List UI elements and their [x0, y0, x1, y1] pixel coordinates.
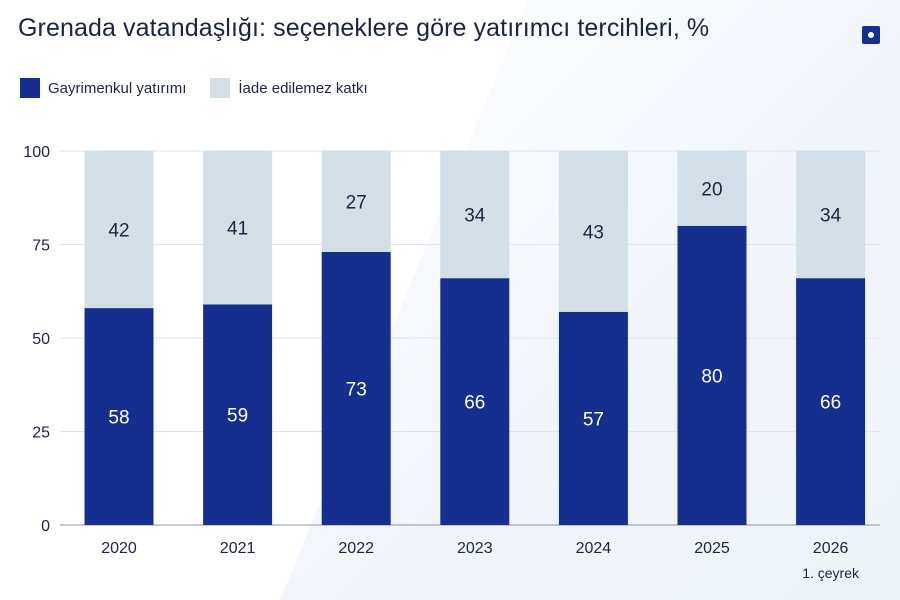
- legend: Gayrimenkul yatırımı İade edilemez katkı: [20, 78, 392, 98]
- data-label: 66: [464, 393, 485, 414]
- data-label: 20: [701, 179, 722, 200]
- data-label: 41: [227, 219, 248, 240]
- y-tick-label: 25: [32, 425, 50, 442]
- data-label: 43: [583, 222, 604, 243]
- data-label: 73: [346, 379, 367, 400]
- bar-real-estate-2025: [677, 225, 747, 526]
- bar-real-estate-2021: [203, 304, 273, 525]
- bar-donation-2024: [558, 151, 628, 312]
- bar-donation-2025: [677, 151, 747, 226]
- data-label: 58: [108, 408, 129, 429]
- bar-donation-2023: [440, 151, 510, 279]
- bar-real-estate-2020: [84, 308, 154, 525]
- data-label: 59: [227, 406, 248, 427]
- x-tick-label: 2024: [576, 540, 612, 557]
- legend-swatch-donation: [210, 78, 231, 98]
- bar-donation-2022: [321, 151, 391, 252]
- bar-real-estate-2023: [440, 278, 510, 525]
- x-tick-label: 2021: [220, 540, 256, 557]
- data-label: 66: [820, 393, 841, 414]
- x-tick-label: 2020: [101, 540, 137, 557]
- y-tick-label: 100: [23, 144, 50, 161]
- x-tick-label: 2025: [694, 540, 730, 557]
- data-label: 34: [464, 206, 486, 227]
- data-label: 57: [583, 409, 604, 430]
- legend-item-real-estate: Gayrimenkul yatırımı: [20, 78, 186, 98]
- bar-donation-2026: [796, 151, 866, 279]
- legend-label-real-estate: Gayrimenkul yatırımı: [48, 79, 187, 97]
- data-label: 34: [820, 206, 842, 227]
- x-tick-sublabel: 1. çeyrek: [802, 565, 860, 581]
- square-dot-icon: [862, 26, 880, 44]
- y-tick-label: 0: [41, 518, 50, 535]
- x-tick-label: 2023: [457, 540, 493, 557]
- bar-donation-2020: [84, 151, 154, 309]
- legend-label-donation: İade edilemez katkı: [238, 79, 368, 97]
- data-label: 80: [701, 366, 722, 387]
- x-tick-label: 2022: [338, 540, 374, 557]
- bar-real-estate-2022: [321, 251, 391, 526]
- x-tick-label: 2026: [813, 540, 849, 557]
- legend-swatch-real-estate: [20, 78, 40, 98]
- data-label: 27: [346, 192, 367, 213]
- y-tick-label: 50: [32, 331, 50, 348]
- data-label: 42: [108, 221, 129, 242]
- legend-item-donation: İade edilemez katkı: [210, 78, 368, 98]
- bar-real-estate-2024: [558, 311, 628, 525]
- bar-real-estate-2026: [796, 278, 866, 525]
- y-tick-label: 75: [32, 238, 50, 255]
- bar-donation-2021: [203, 151, 273, 305]
- chart-title: Grenada vatandaşlığı: seçeneklere göre y…: [18, 14, 710, 42]
